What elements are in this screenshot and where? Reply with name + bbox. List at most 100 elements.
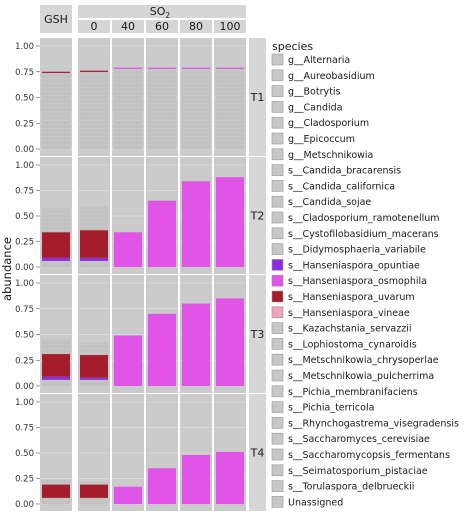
strip-label-row-T1: T1 (250, 91, 265, 104)
legend-label: s__Metschnikowia_pulcherrima (288, 371, 434, 382)
legend-swatch (271, 464, 284, 477)
y-tick-label: 0.50 (15, 212, 34, 222)
y-tick-label: 0.25 (15, 356, 34, 366)
legend-label: s__Seimatosporium_pistaciae (288, 466, 428, 477)
bar-segment (182, 67, 210, 69)
legend-swatch (271, 85, 284, 97)
y-tick-label: 0.25 (15, 475, 34, 485)
strip-label-col-40: 40 (121, 20, 135, 33)
legend-label: g__Epicoccum (288, 134, 355, 145)
legend-swatch (271, 322, 284, 334)
legend-label: g__Candida (288, 102, 343, 113)
bar-segment (42, 376, 70, 380)
legend-label: s__Candida_bracarensis (288, 166, 401, 177)
legend-swatch (271, 306, 284, 319)
legend-swatch (271, 227, 284, 240)
bar-total (181, 67, 211, 150)
strip-label-row-T4: T4 (250, 447, 265, 460)
legend-label: g__Aureobasidium (288, 71, 375, 82)
y-tick-label: 0.00 (15, 263, 34, 273)
legend-swatch (271, 148, 284, 161)
bar-segment (148, 67, 176, 69)
legend-title: species (272, 40, 313, 53)
bar-segment (216, 298, 244, 386)
legend-swatch (271, 211, 284, 224)
legend-label: g__Cladosporium (288, 118, 369, 129)
legend-swatch (271, 417, 284, 429)
bar-segment (114, 335, 142, 386)
strip-row-T4 (249, 394, 266, 511)
bar-segment (182, 181, 210, 267)
strip-label-row-T2: T2 (250, 210, 265, 223)
legend-label: s__Hanseniaspora_uvarum (288, 292, 415, 303)
bar-segment (182, 303, 210, 386)
legend-swatch (271, 401, 284, 413)
y-tick-label: 0.75 (15, 424, 34, 434)
strip-col-60 (146, 20, 178, 33)
strip-col-100 (214, 20, 246, 33)
legend-label: s__Pichia_terricola (288, 403, 374, 414)
bar-segment (42, 257, 70, 261)
strip-so2 (78, 5, 246, 18)
bar-segment (148, 313, 176, 386)
strip-row-T1 (249, 38, 266, 156)
strip-col-0 (78, 20, 110, 33)
legend-label: g__Botrytis (288, 87, 340, 98)
legend-swatch (271, 385, 284, 398)
legend-label: s__Hanseniaspora_opuntiae (288, 260, 420, 271)
bar-total (113, 67, 143, 150)
legend-label: Unassigned (288, 497, 343, 508)
bar-segment (216, 177, 244, 267)
legend-label: s__Lophiostoma_cynaroidis (288, 339, 417, 350)
legend-swatch (271, 101, 284, 113)
bar-segment (182, 455, 210, 504)
y-tick-label: 0.25 (15, 238, 34, 248)
legend-label: s__Candida_sojae (288, 197, 371, 208)
strip-col-80 (180, 20, 212, 33)
y-tick-label: 0.50 (15, 449, 34, 459)
strip-label-row-T3: T3 (250, 328, 265, 341)
bar-segment (80, 355, 108, 378)
y-tick-label: 0.75 (15, 68, 34, 78)
legend-swatch (271, 448, 284, 461)
legend-swatch (271, 116, 284, 129)
legend-swatch (271, 338, 284, 350)
y-tick-label: 0.00 (15, 145, 34, 155)
legend-swatch (271, 353, 284, 366)
y-tick-label: 0.00 (15, 500, 34, 510)
legend-swatch (271, 496, 284, 508)
facet-panels (40, 38, 246, 511)
legend-label: s__Didymosphaeria_variabile (288, 245, 426, 256)
legend-swatch (271, 180, 284, 192)
legend-swatch (271, 243, 284, 255)
legend-swatch (271, 53, 284, 66)
legend-swatch (271, 274, 284, 287)
bar-segment (114, 67, 142, 69)
legend-swatch (271, 132, 284, 145)
y-tick-label: 1.00 (15, 279, 34, 289)
y-axis-label: abundance (0, 237, 14, 301)
y-tick-label: 0.50 (15, 94, 34, 104)
legend-label: s__Cystofilobasidium_macerans (288, 229, 439, 240)
strip-label-gsh: GSH (44, 13, 68, 26)
strip-label-col-100: 100 (220, 20, 241, 33)
legend: species g__Alternaria g__Aureobasidium g__B… (271, 40, 459, 508)
strip-gsh (40, 5, 72, 33)
bar-segment (148, 468, 176, 504)
y-tick-label: 0.25 (15, 119, 34, 129)
y-tick-label: 1.00 (15, 42, 34, 52)
facet-strips: GSH SO2 0 40 60 80 100 T1 T2 T3 T4 (40, 5, 266, 511)
legend-label: s__Metschnikowia_chrysoperlae (288, 355, 439, 366)
legend-label: s__Hanseniaspora_osmophila (288, 276, 427, 287)
legend-swatch (271, 69, 284, 82)
y-axes: 0.00 0.25 0.50 0.75 1.00 0.00 0.25 0.50 0.75 1.00… (15, 42, 40, 510)
bar-segment (42, 354, 70, 377)
legend-label: s__Candida_californica (288, 181, 395, 192)
y-tick-label: 0.00 (15, 382, 34, 392)
legend-label: s__Torulaspora_delbrueckii (288, 482, 414, 493)
bar-segment (216, 67, 244, 69)
legend-swatch (271, 195, 284, 208)
bar-segment (42, 484, 70, 498)
y-tick-label: 1.00 (15, 398, 34, 408)
